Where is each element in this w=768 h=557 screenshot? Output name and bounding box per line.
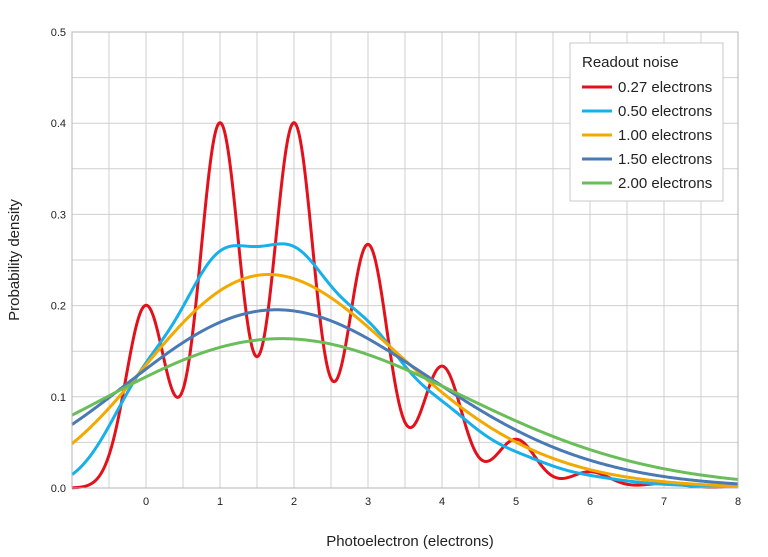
x-tick-label: 0 <box>143 496 149 508</box>
x-tick-label: 6 <box>587 496 593 508</box>
series-line-4 <box>71 337 739 481</box>
x-tick-label: 3 <box>365 496 371 508</box>
legend-label: 1.50 electrons <box>618 151 712 168</box>
y-tick-label: 0.5 <box>51 27 66 39</box>
legend-label: 0.50 electrons <box>618 103 712 120</box>
plot-border <box>71 31 739 489</box>
y-axis-ticks: 0.0 0.1 0.2 0.3 0.4 0.5 <box>51 27 66 495</box>
x-tick-label: 7 <box>661 496 667 508</box>
x-tick-label: 8 <box>735 496 741 508</box>
y-tick-label: 0.1 <box>51 392 66 404</box>
legend-items: 0.27 electrons 0.50 electrons 1.00 electro… <box>582 79 712 192</box>
x-tick-label: 5 <box>513 496 519 508</box>
series-lines <box>71 121 739 490</box>
series-line-0 <box>71 121 739 490</box>
y-tick-label: 0.0 <box>51 483 66 495</box>
series-line-3 <box>71 308 739 486</box>
x-tick-label: 4 <box>439 496 445 508</box>
x-tick-label: 2 <box>291 496 297 508</box>
legend-box <box>569 42 724 202</box>
x-axis-ticks: 0 1 2 3 4 5 6 7 8 <box>143 496 741 508</box>
series-line-1 <box>71 242 739 489</box>
y-axis-title: Probability density <box>6 199 23 321</box>
y-tick-label: 0.4 <box>51 118 66 130</box>
legend-label: 0.27 electrons <box>618 79 712 96</box>
x-tick-label: 1 <box>217 496 223 508</box>
legend-label: 1.00 electrons <box>618 127 712 144</box>
y-tick-label: 0.2 <box>51 301 66 313</box>
legend: Readout noise 0.27 electrons 0.50 electro… <box>569 42 724 202</box>
legend-label: 2.00 electrons <box>618 175 712 192</box>
x-axis-title: Photoelectron (electrons) <box>326 533 494 550</box>
legend-title: Readout noise <box>582 54 679 71</box>
y-tick-label: 0.3 <box>51 209 66 221</box>
